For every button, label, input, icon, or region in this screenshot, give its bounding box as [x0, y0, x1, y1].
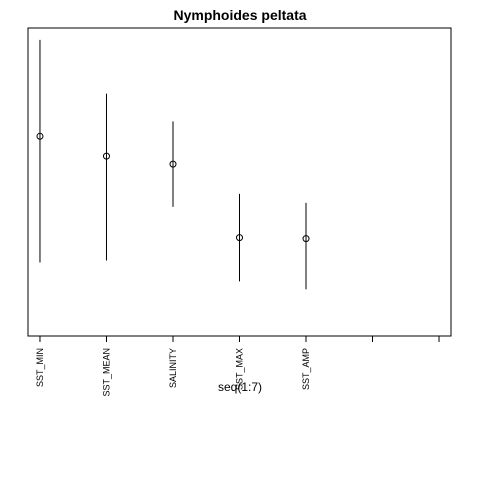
x-axis: SST_MIN SST_MEAN SALINITY SST_MAX SST_AMP — [35, 335, 440, 397]
plot-frame — [27, 27, 452, 337]
data-point-3 — [169, 160, 177, 168]
data-point-2 — [102, 152, 110, 160]
x-tick-label-1: SST_MIN — [35, 348, 45, 387]
chart-title: Nymphoides peltata — [173, 7, 306, 23]
x-axis-label: seq(1:7) — [218, 380, 262, 394]
data-point-4 — [236, 234, 243, 242]
x-tick-label-2: SST_MEAN — [101, 348, 111, 397]
x-tick-label-5: SST_AMP — [301, 348, 311, 390]
data-point-5 — [302, 235, 310, 243]
data-point-1 — [36, 132, 44, 140]
data-marks — [36, 39, 310, 290]
x-tick-label-4: SST_MAX — [235, 348, 245, 390]
x-tick-label-3: SALINITY — [168, 348, 178, 388]
